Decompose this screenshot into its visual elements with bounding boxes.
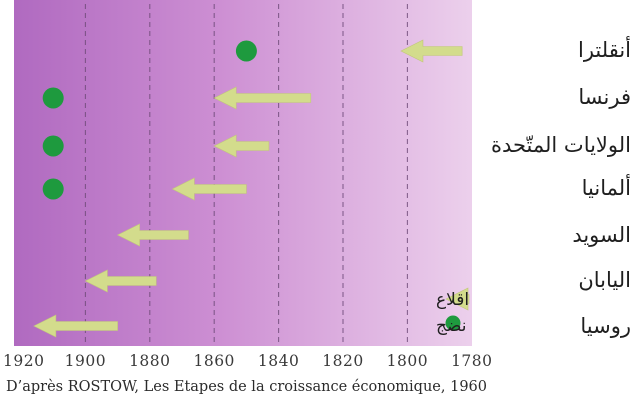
- legend-takeoff-label: اقلاع: [436, 290, 469, 310]
- maturity-dot-2: [42, 87, 64, 109]
- country-label-3: الولايات المتّحدة: [491, 133, 631, 157]
- tick-label-1880: 1880: [129, 352, 170, 370]
- maturity-dot-1: [235, 40, 257, 62]
- takeoff-arrow-3: [213, 134, 270, 158]
- tick-label-1840: 1840: [258, 352, 299, 370]
- takeoff-arrow-7: [33, 314, 118, 338]
- takeoff-arrow-5: [116, 223, 189, 247]
- tick-label-1920: 1920: [3, 352, 44, 370]
- takeoff-arrow-2: [213, 86, 312, 110]
- country-label-6: اليابان: [578, 268, 631, 292]
- country-labels: أنقلترا فرنسا الولايات المتّحدة ألمانيا السو…: [491, 36, 631, 338]
- x-axis-ticks: 1920 1900 1880 1860 1840 1820 1800 1780: [3, 352, 492, 370]
- source-caption: D’après ROSTOW, Les Etapes de la croissa…: [6, 379, 488, 395]
- legend-dot-marker: [445, 315, 461, 331]
- legend: اقلاع نضج: [436, 290, 469, 336]
- takeoff-arrow-1: [400, 39, 463, 63]
- tick-label-1820: 1820: [322, 352, 363, 370]
- tick-label-1780: 1780: [451, 352, 492, 370]
- tick-label-1800: 1800: [387, 352, 428, 370]
- legend-arrow-marker: [445, 287, 470, 311]
- tick-label-1860: 1860: [193, 352, 234, 370]
- takeoff-arrow-4: [171, 177, 247, 201]
- country-label-4: ألمانيا: [582, 174, 631, 200]
- legend-maturity-label: نضج: [436, 316, 466, 336]
- maturity-dot-4: [42, 178, 64, 200]
- country-label-1: أنقلترا: [578, 36, 631, 62]
- takeoff-arrows: [33, 39, 470, 338]
- takeoff-arrow-6: [84, 269, 157, 293]
- maturity-dot-3: [42, 135, 64, 157]
- maturity-dots: [42, 40, 257, 200]
- country-label-7: روسيا: [580, 314, 631, 338]
- gridlines: [84, 4, 408, 346]
- tick-label-1900: 1900: [65, 352, 106, 370]
- country-label-2: فرنسا: [578, 85, 631, 109]
- country-label-5: السويد: [572, 223, 631, 247]
